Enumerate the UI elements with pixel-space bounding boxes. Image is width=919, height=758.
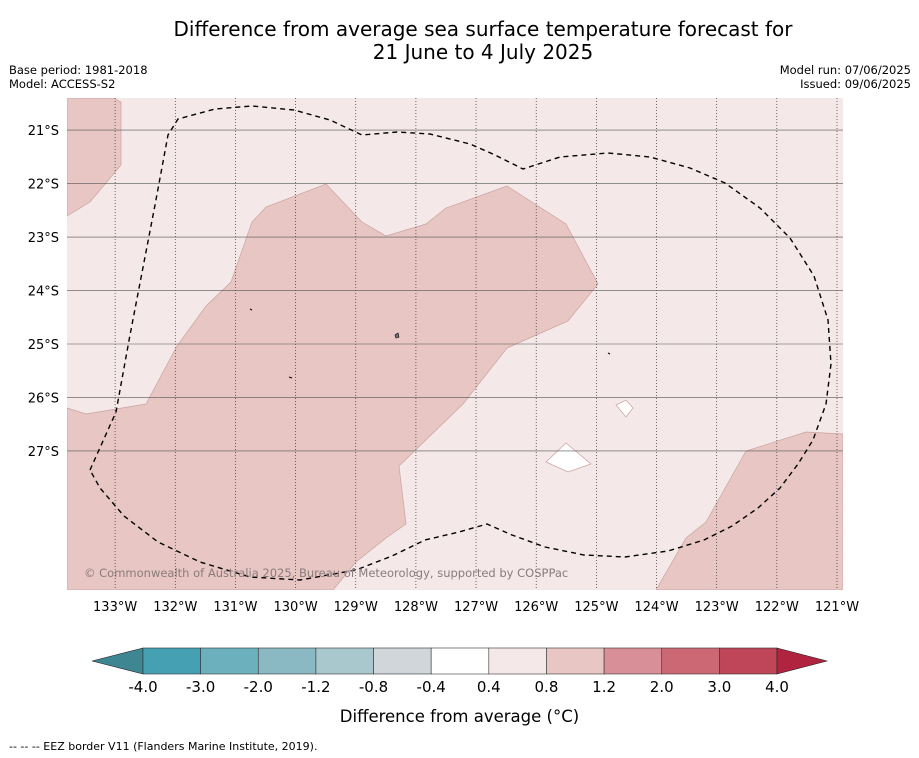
colorbar-segment — [719, 647, 778, 675]
colorbar-segment — [373, 647, 432, 675]
latitude-tick-label: 24°S — [28, 285, 59, 300]
longitude-tick-label: 125°W — [574, 600, 618, 615]
colorbar-tick-label: -2.0 — [244, 678, 273, 696]
warm-anomaly-region-southeast — [655, 431, 843, 590]
longitude-tick-label: 131°W — [213, 600, 257, 615]
colorbar-segment — [488, 647, 547, 675]
longitude-tick-label: 126°W — [514, 600, 558, 615]
copyright-text: © Commonwealth of Australia 2025, Bureau… — [84, 566, 568, 580]
island-marker — [288, 376, 293, 379]
colorbar-tick-label: 1.2 — [592, 678, 616, 696]
meta-left: Base period: 1981-2018 Model: ACCESS-S2 — [9, 63, 148, 91]
colorbar-segment — [430, 647, 490, 675]
longitude-tick-label: 133°W — [93, 600, 137, 615]
colorbar-tick-label: -1.2 — [301, 678, 330, 696]
neutral-anomaly-patch-2 — [615, 399, 634, 418]
sst-anomaly-map: © Commonwealth of Australia 2025, Bureau… — [28, 98, 859, 615]
colorbar: -4.0 -3.0 -2.0 -1.2 -0.8 -0.4 0.4 0.8 1.2 2.0 3.0 4… — [91, 647, 829, 696]
colorbar-segments — [91, 647, 829, 675]
colorbar-segment — [603, 647, 663, 675]
title-line-1: Difference from average sea surface temp… — [173, 17, 793, 41]
colorbar-extend-low — [91, 647, 144, 675]
latitude-tick-label: 27°S — [28, 445, 59, 460]
longitude-tick-label: 124°W — [634, 600, 678, 615]
longitude-tick-label: 122°W — [755, 600, 799, 615]
longitude-tick-label: 132°W — [153, 600, 197, 615]
colorbar-tick-label: -4.0 — [128, 678, 157, 696]
model-run: Model run: 07/06/2025 — [779, 63, 911, 77]
longitude-tick-label: 129°W — [334, 600, 378, 615]
island-marker — [249, 308, 253, 311]
colorbar-tick-label: 4.0 — [765, 678, 789, 696]
page-title: Difference from average sea surface temp… — [60, 18, 906, 64]
colorbar-segment — [546, 647, 605, 675]
colorbar-tick-labels: -4.0 -3.0 -2.0 -1.2 -0.8 -0.4 0.4 0.8 1.2 2.0 3.0 4… — [128, 678, 789, 696]
model-name: Model: ACCESS-S2 — [9, 77, 116, 91]
latitude-tick-label: 25°S — [28, 338, 59, 353]
colorbar-segment — [200, 647, 259, 675]
latitude-tick-label: 21°S — [28, 124, 59, 139]
island-marker — [607, 352, 611, 355]
longitude-tick-label: 121°W — [815, 600, 859, 615]
latitude-tick-label: 22°S — [28, 178, 59, 193]
island-marker — [394, 332, 400, 339]
latitude-tick-label: 23°S — [28, 231, 59, 246]
colorbar-segment — [142, 647, 201, 675]
colorbar-tick-label: 3.0 — [707, 678, 731, 696]
colorbar-tick-label: 2.0 — [650, 678, 674, 696]
colorbar-label: Difference from average (°C) — [339, 707, 580, 726]
colorbar-segment — [315, 647, 374, 675]
latitude-gridlines — [67, 129, 843, 452]
issued-date: Issued: 09/06/2025 — [800, 77, 911, 91]
colorbar-extend-high — [776, 647, 829, 675]
longitude-tick-label: 128°W — [394, 600, 438, 615]
colorbar-tick-label: -3.0 — [186, 678, 215, 696]
warm-anomaly-region-northwest — [67, 98, 122, 217]
colorbar-tick-label: -0.8 — [359, 678, 388, 696]
meta-right: Model run: 07/06/2025 Issued: 09/06/2025 — [780, 63, 911, 91]
eez-border — [89, 105, 832, 581]
longitude-tick-label: 127°W — [454, 600, 498, 615]
latitude-tick-label: 26°S — [28, 391, 59, 406]
colorbar-tick-label: 0.8 — [535, 678, 559, 696]
latitude-tick-labels: 21°S 22°S 23°S 24°S 25°S 26°S 27°S — [28, 124, 59, 460]
longitude-tick-labels: 133°W 132°W 131°W 130°W 129°W 128°W 127°W 126°W… — [93, 600, 859, 615]
base-period: Base period: 1981-2018 — [9, 63, 148, 77]
colorbar-segment — [257, 647, 317, 675]
warm-anomaly-region-central — [67, 183, 599, 590]
longitude-tick-label: 130°W — [274, 600, 318, 615]
longitude-tick-label: 123°W — [695, 600, 739, 615]
colorbar-tick-label: 0.4 — [477, 678, 501, 696]
title-line-2: 21 June to 4 July 2025 — [372, 40, 594, 64]
neutral-anomaly-patch-1 — [545, 442, 592, 473]
eez-footnote: -- -- -- EEZ border V11 (Flanders Marine… — [9, 740, 318, 753]
colorbar-tick-label: -0.4 — [417, 678, 446, 696]
colorbar-segment — [661, 647, 720, 675]
